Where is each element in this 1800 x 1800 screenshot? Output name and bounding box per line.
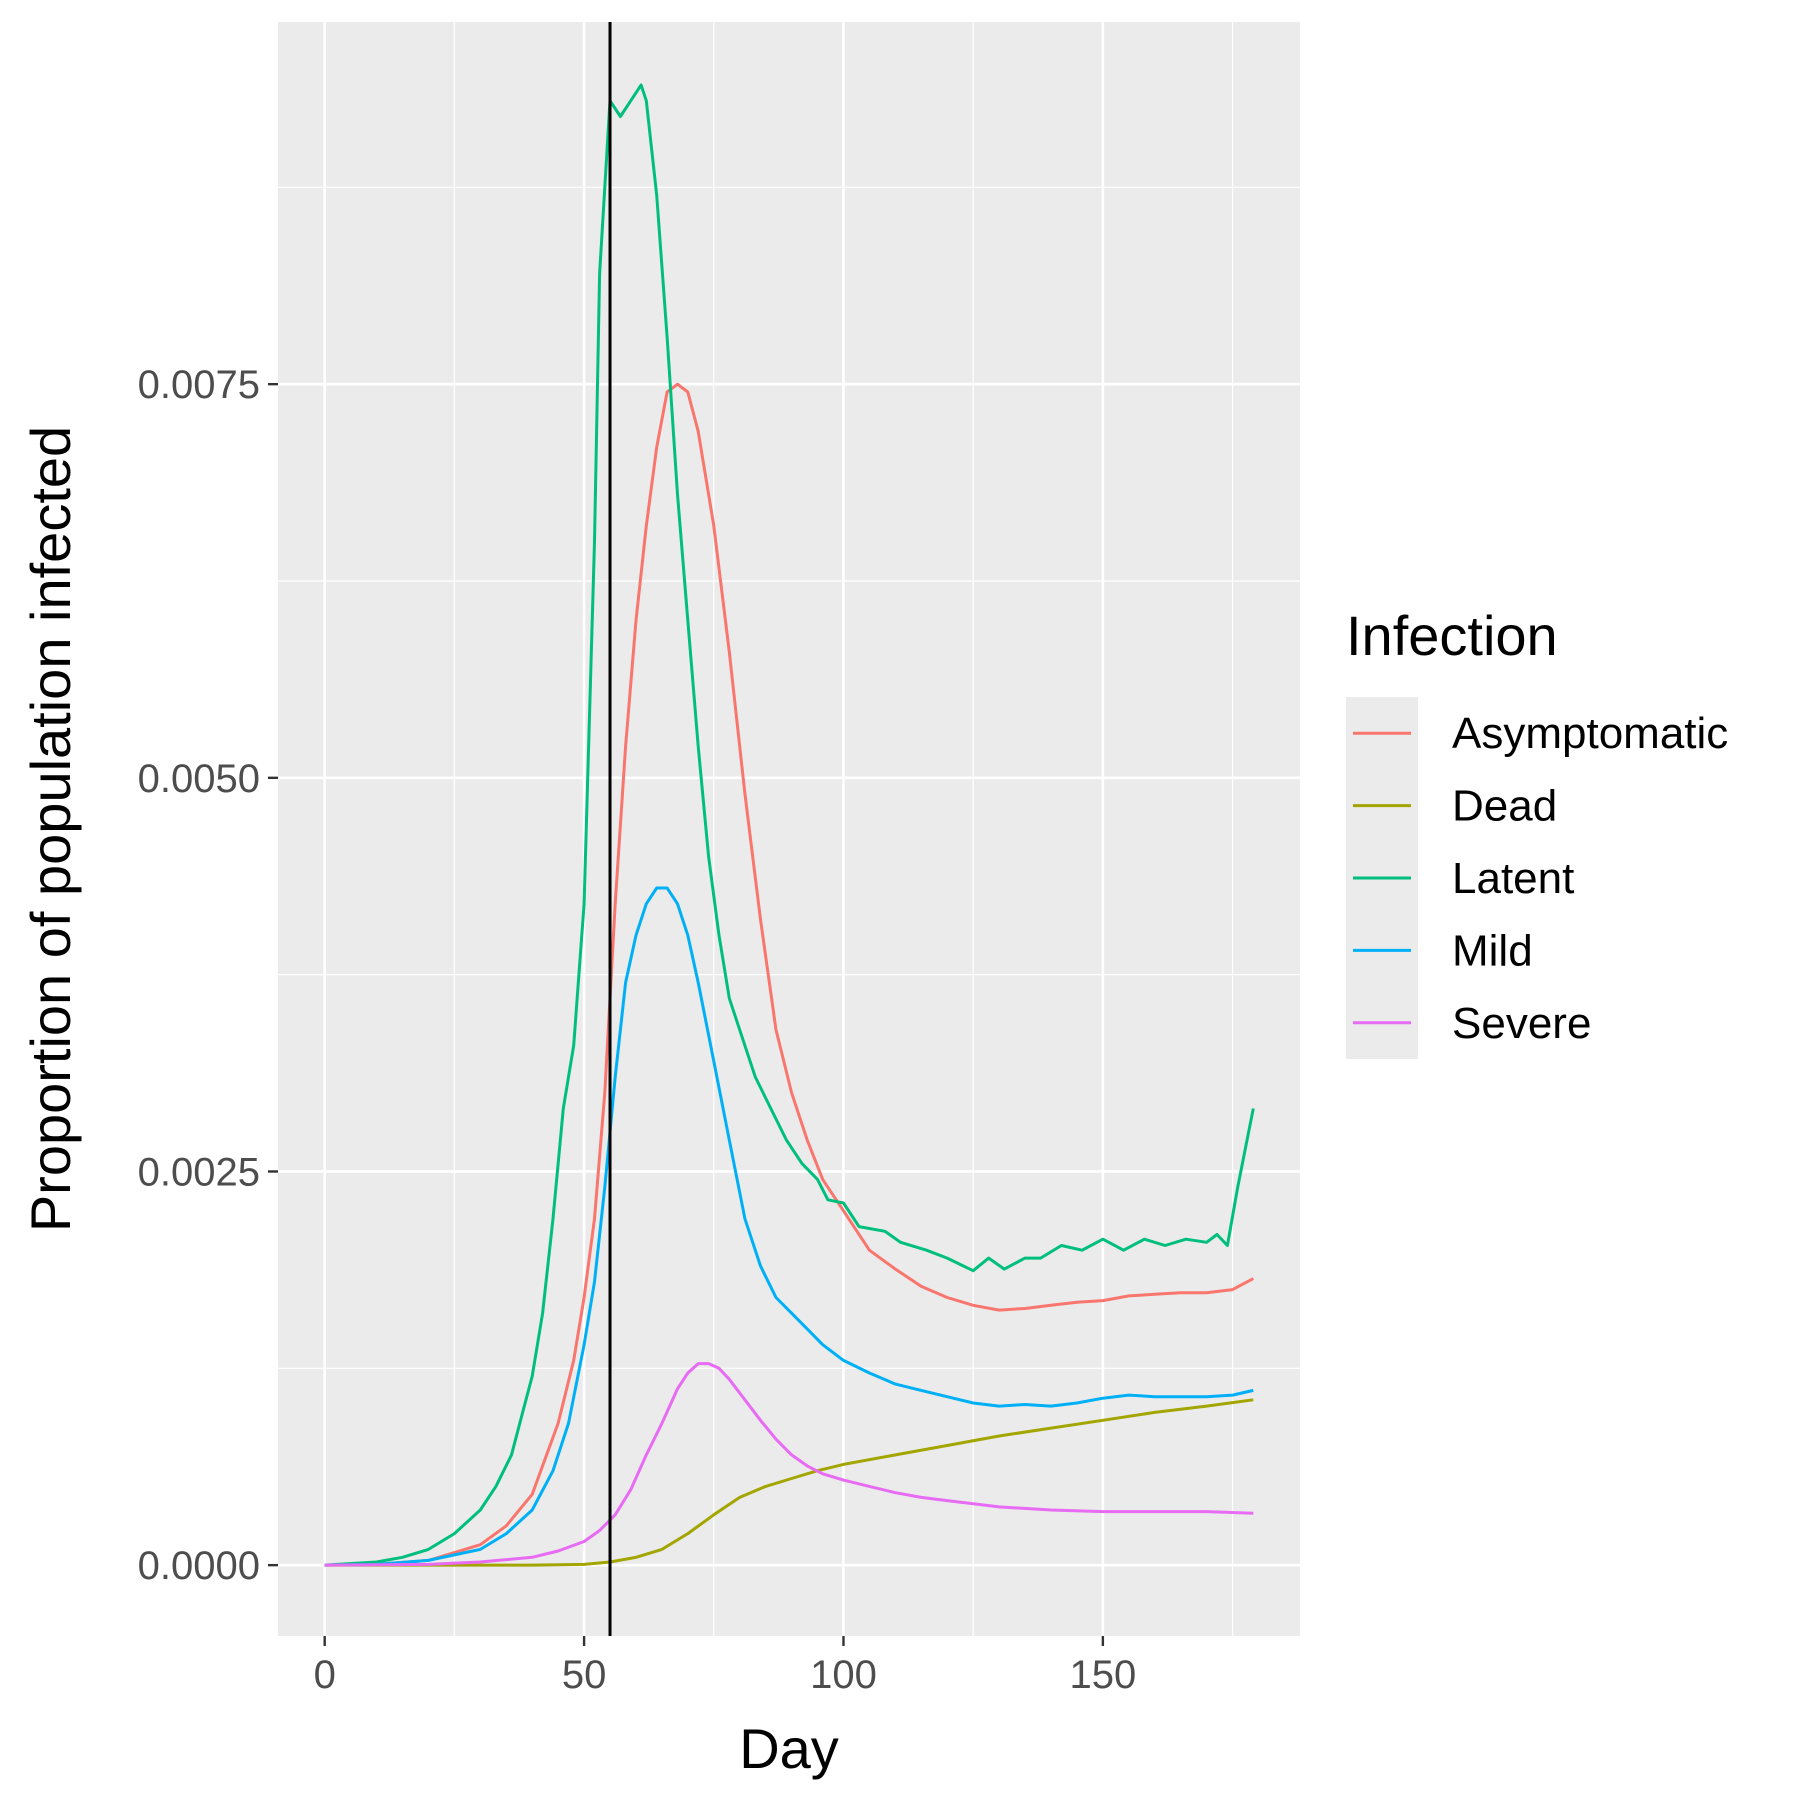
series-line-mild: [324, 886, 1254, 1567]
y-axis-title: Proportion of population infected: [19, 426, 82, 1232]
y-tick-label: 0.0000: [138, 1544, 260, 1588]
legend-items: Asymptomatic Dead Latent Mild Severe: [1353, 709, 1728, 1048]
x-axis-tick-labels: 0 50 100 150: [314, 1653, 1137, 1697]
series-line-asymptomatic: [324, 382, 1255, 1567]
x-tick-label: 0: [314, 1653, 336, 1697]
series-line-dead: [324, 1398, 1254, 1567]
legend-label-severe: Severe: [1452, 999, 1591, 1048]
x-tick-label: 100: [810, 1653, 877, 1697]
y-tick-label: 0.0075: [138, 363, 260, 407]
y-tick-label: 0.0025: [138, 1150, 260, 1194]
series-lines: [324, 83, 1255, 1567]
minor-gridlines: [278, 22, 1300, 1636]
x-tick-label: 150: [1069, 1653, 1136, 1697]
plot-panel: [278, 22, 1300, 1636]
y-tick-label: 0.0050: [138, 757, 260, 801]
x-tick-label: 50: [562, 1653, 607, 1697]
series-line-latent: [324, 83, 1255, 1567]
axis-ticks: [268, 382, 1105, 1646]
major-gridlines: [278, 22, 1300, 1636]
series-line-severe: [324, 1362, 1254, 1567]
legend-label-asymptomatic: Asymptomatic: [1452, 709, 1728, 758]
x-axis-title: Day: [739, 1717, 839, 1780]
y-axis-tick-labels: 0.0000 0.0025 0.0050 0.0075: [138, 363, 260, 1588]
legend-title: Infection: [1346, 604, 1558, 667]
legend-label-dead: Dead: [1452, 782, 1557, 831]
legend: Infection Asymptomatic Dead Latent Mild Seve…: [1346, 604, 1728, 1059]
legend-label-latent: Latent: [1452, 854, 1574, 903]
legend-label-mild: Mild: [1452, 926, 1533, 975]
